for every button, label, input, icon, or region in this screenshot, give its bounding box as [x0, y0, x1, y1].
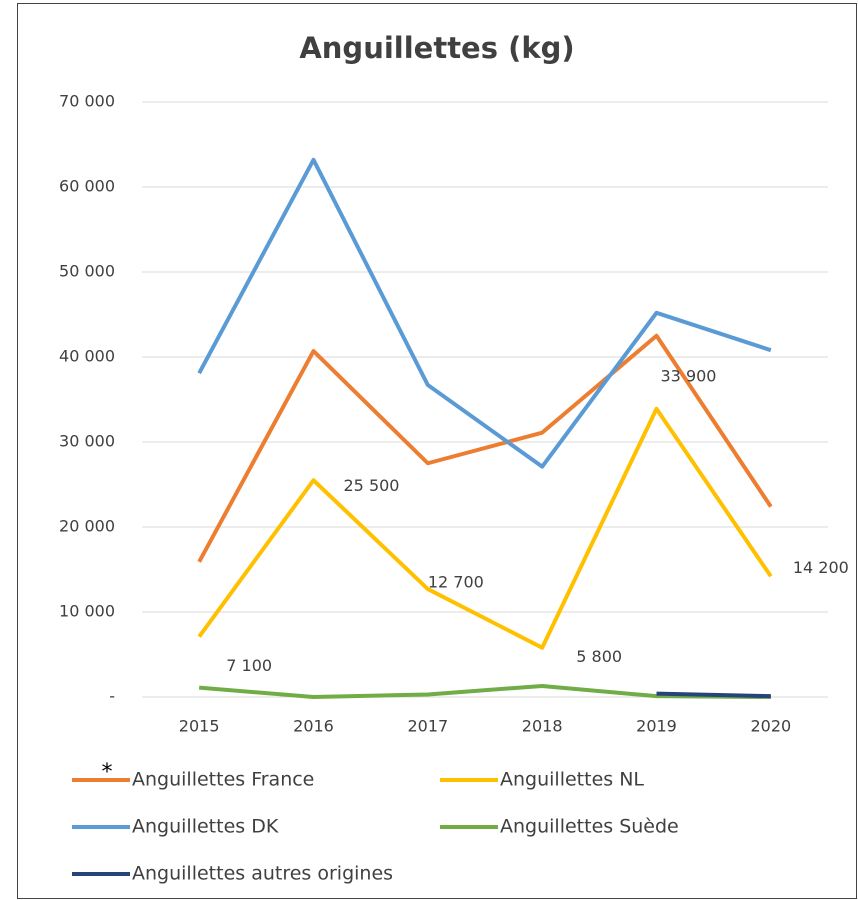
x-tick-label: 2018: [522, 717, 563, 736]
data-label: 14 200: [793, 558, 849, 577]
y-tick-label: 50 000: [59, 262, 115, 281]
data-label: 5 800: [576, 647, 622, 666]
x-tick-label: 2016: [293, 717, 334, 736]
data-label: 25 500: [344, 476, 400, 495]
legend-label: Anguillettes autres origines: [132, 863, 393, 885]
x-tick-label: 2020: [750, 717, 791, 736]
data-label: 7 100: [226, 656, 272, 675]
data-label: 33 900: [661, 366, 717, 385]
series-line: [656, 691, 771, 699]
y-tick-label: 10 000: [59, 602, 115, 621]
y-tick-label: 20 000: [59, 517, 115, 536]
legend-label: Anguillettes NL: [500, 769, 644, 791]
legend-label: Anguillettes France: [132, 769, 314, 791]
series-line: [197, 333, 773, 563]
series-line: [197, 157, 772, 469]
series-line: [197, 406, 773, 650]
series-line: [199, 683, 771, 699]
chart-frame: [17, 3, 857, 899]
x-tick-label: 2015: [179, 717, 220, 736]
annotation: *: [102, 760, 113, 785]
chart-title: Anguillettes (kg): [299, 31, 574, 65]
legend-label: Anguillettes Suède: [500, 816, 679, 838]
x-tick-label: 2017: [407, 717, 448, 736]
y-tick-label: 40 000: [59, 347, 115, 366]
x-tick-label: 2019: [636, 717, 677, 736]
y-tick-label: 30 000: [59, 432, 115, 451]
legend-label: Anguillettes DK: [132, 816, 279, 838]
y-tick-label: 70 000: [59, 92, 115, 111]
y-tick-label: 60 000: [59, 177, 115, 196]
data-label: 12 700: [428, 573, 484, 592]
y-tick-label: -: [109, 687, 115, 706]
